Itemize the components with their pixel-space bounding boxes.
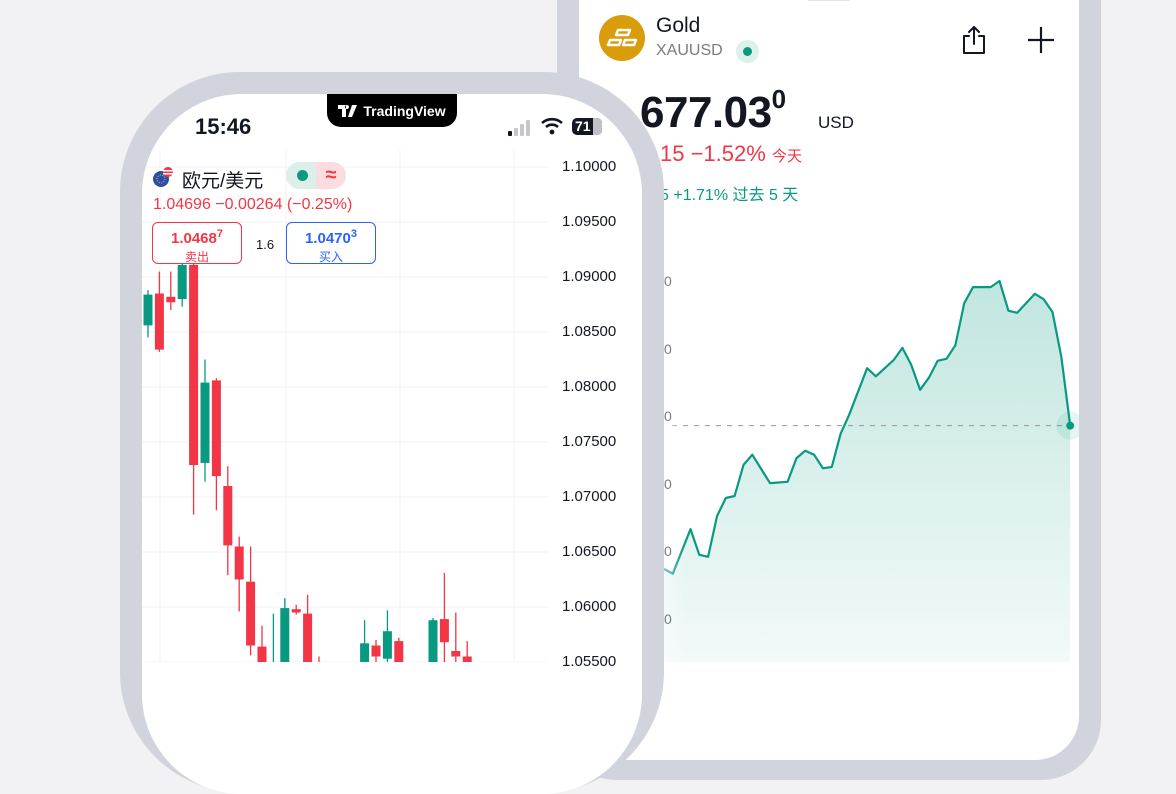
candle-body — [155, 294, 164, 350]
y-axis-tick-label: 1.09500 — [562, 213, 616, 230]
candle-body — [303, 614, 312, 662]
tradingview-logo-icon — [338, 105, 358, 117]
candle — [440, 573, 449, 662]
candle — [155, 272, 164, 352]
area-fill — [664, 281, 1070, 662]
candle-body — [372, 646, 381, 657]
candle — [383, 610, 392, 662]
y-axis-tick-label: 1.07000 — [562, 488, 616, 505]
buy-price-pip: 3 — [351, 228, 357, 240]
candle-body — [360, 643, 369, 662]
candle — [463, 641, 472, 662]
signal-icon — [508, 120, 532, 141]
y-axis-tick-label: 1.07500 — [562, 433, 616, 450]
y-axis-tick-label: 1.08000 — [562, 378, 616, 395]
y-axis-tick-label: 0 — [664, 273, 672, 289]
price-change: 1.04696 −0.00264 (−0.25%) — [153, 196, 352, 214]
sell-button[interactable]: 1.04687 卖出 — [152, 222, 242, 264]
candle — [235, 537, 244, 612]
buy-button[interactable]: 1.04703 买入 — [286, 222, 376, 264]
candle-body — [292, 609, 301, 612]
last-price-dot — [1066, 422, 1074, 430]
candle-body — [429, 620, 438, 662]
candle-body — [246, 582, 255, 646]
candle-body — [451, 651, 460, 657]
candle — [246, 547, 255, 656]
status-dot-icon — [297, 170, 308, 181]
y-axis-tick-label: 1.06000 — [562, 598, 616, 615]
candle-body — [280, 608, 289, 662]
candle-body — [440, 619, 449, 642]
symbol-pair: 欧元/美元 — [182, 166, 263, 193]
candle — [178, 261, 187, 307]
candle — [372, 640, 381, 662]
candle — [315, 657, 324, 663]
candle-body — [212, 380, 221, 476]
y-axis-tick-label: 1.06500 — [562, 543, 616, 560]
candle — [451, 613, 460, 663]
candle-body — [463, 657, 472, 663]
tradingview-logo: TradingView — [327, 94, 457, 127]
candle — [394, 638, 403, 662]
wifi-icon — [541, 117, 563, 140]
buy-label: 买入 — [287, 248, 375, 265]
candle-body — [178, 265, 187, 299]
candle — [189, 261, 198, 515]
candle — [360, 620, 369, 662]
candle-body — [223, 486, 232, 545]
battery-level: 71 — [575, 118, 591, 134]
buy-price: 1.0470 — [305, 230, 351, 247]
candle — [429, 618, 438, 662]
y-axis-tick-label: 0 — [664, 476, 672, 492]
sell-price-pip: 7 — [217, 228, 223, 240]
candle — [212, 378, 221, 510]
market-status-badge[interactable]: ≈ — [286, 162, 346, 189]
y-axis-tick-label: 0 — [664, 408, 672, 424]
forex-phone-screen: TradingView 15:46 71 欧元/美元 ≈ 1.04696 −0.… — [142, 94, 642, 794]
y-axis-tick-label: 0 — [664, 543, 672, 559]
candle — [258, 626, 267, 662]
candle — [292, 605, 301, 615]
y-axis-tick-label: 0 — [664, 341, 672, 357]
candle — [280, 598, 289, 662]
candle-body — [166, 297, 175, 303]
spread: 1.6 — [256, 237, 274, 252]
candle-body — [144, 295, 153, 326]
candle — [223, 466, 232, 575]
market-open-indicator — [286, 162, 316, 189]
candle-body — [258, 647, 267, 662]
candle — [201, 360, 210, 482]
candle — [303, 595, 312, 662]
battery-icon: 71 — [572, 118, 602, 135]
y-axis-tick-label: 1.10000 — [562, 158, 616, 175]
y-axis-tick-label: 1.09000 — [562, 268, 616, 285]
candle-body — [201, 383, 210, 463]
sell-price: 1.0468 — [171, 230, 217, 247]
candle-body — [189, 265, 198, 465]
candle — [144, 290, 153, 337]
delayed-data-icon: ≈ — [316, 162, 346, 189]
eur-usd-flag-icon — [152, 166, 172, 186]
candle — [269, 614, 278, 662]
y-axis-tick-label: 1.08500 — [562, 323, 616, 340]
candle-body — [235, 547, 244, 580]
brand-name: TradingView — [363, 103, 445, 119]
status-time: 15:46 — [195, 114, 251, 140]
y-axis-tick-label: 0 — [664, 611, 672, 627]
candle-body — [383, 631, 392, 659]
sell-label: 卖出 — [153, 248, 241, 265]
candle-body — [394, 641, 403, 662]
